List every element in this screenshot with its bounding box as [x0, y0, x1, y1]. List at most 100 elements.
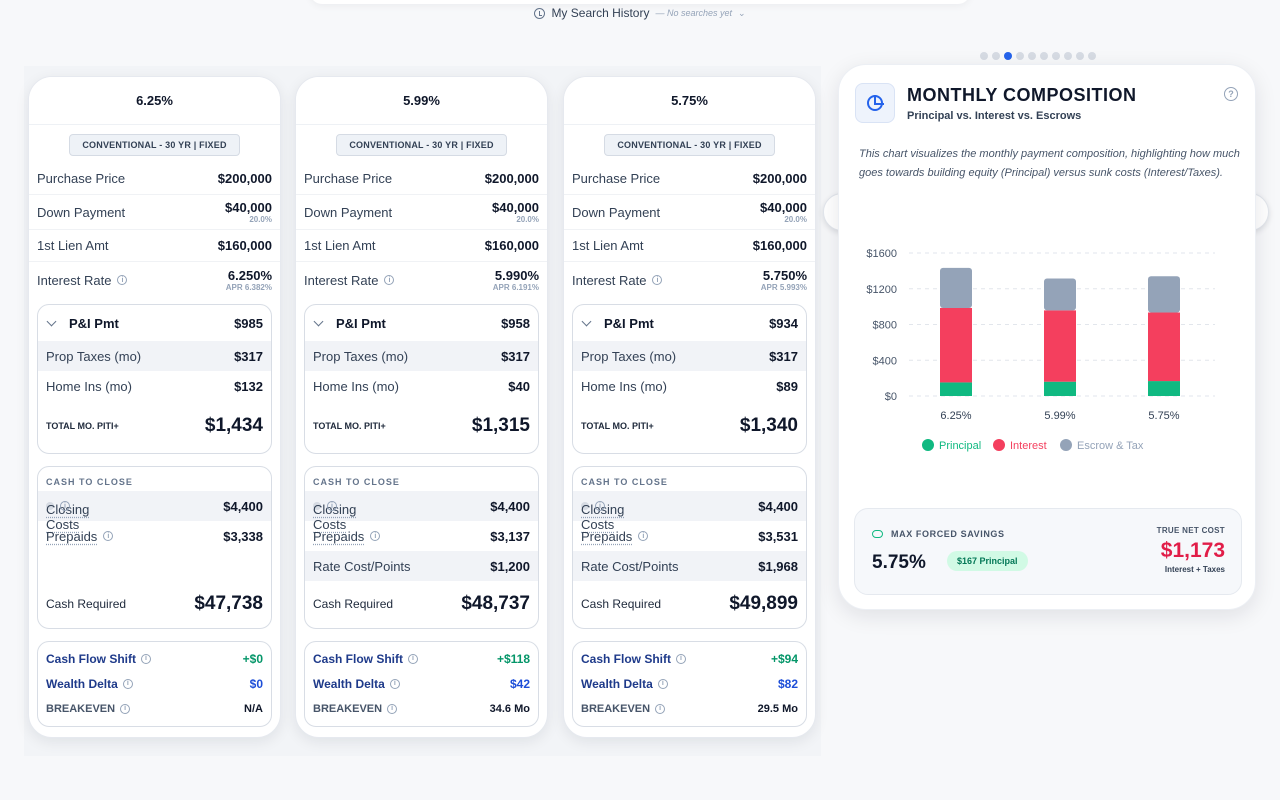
- info-icon[interactable]: i: [370, 531, 381, 541]
- total-piti-row: TOTAL MO. PITI+ $1,340: [573, 401, 806, 451]
- history-icon: [534, 7, 546, 19]
- pi-row[interactable]: P&I Pmt $958: [305, 305, 538, 341]
- info-icon[interactable]: i: [120, 703, 131, 714]
- cash-flow-shift-value: +$0: [242, 651, 263, 666]
- pi-value: $958: [501, 315, 530, 331]
- cash-flow-shift-row: Cash Flow Shift i +$0: [38, 646, 271, 671]
- lien-label: 1st Lien Amt: [37, 238, 109, 253]
- cash-required-value: $49,899: [729, 593, 798, 614]
- closing-costs-label[interactable]: Closing Costs: [581, 502, 625, 532]
- cash-to-close-title: CASH TO CLOSE: [313, 477, 400, 487]
- carousel-dot[interactable]: [1052, 52, 1060, 60]
- info-icon[interactable]: i: [655, 703, 666, 714]
- lien-value: $160,000: [484, 238, 539, 253]
- pi-row[interactable]: P&I Pmt $934: [573, 305, 806, 341]
- prepaids-label[interactable]: Prepaids: [313, 528, 365, 544]
- pi-row[interactable]: P&I Pmt $985: [38, 305, 271, 341]
- bar-segment-interest: [940, 307, 972, 383]
- prepaids-value: $3,531: [758, 528, 798, 544]
- carousel-dot[interactable]: [980, 52, 988, 60]
- info-icon[interactable]: i: [676, 653, 686, 664]
- info-icon[interactable]: i: [652, 275, 663, 285]
- home-ins-value: $89: [776, 378, 798, 394]
- card-rate-header[interactable]: 6.25%: [29, 77, 280, 125]
- legend-label: Interest: [1010, 440, 1047, 452]
- scenario-cards-scroller[interactable]: 6.25% CONVENTIONAL - 30 YR | FIXED Purch…: [24, 66, 821, 756]
- top-bar-pill: [310, 0, 970, 4]
- carousel-dot[interactable]: [1040, 52, 1048, 60]
- carousel-dot[interactable]: [1064, 52, 1072, 60]
- cash-required-row: Cash Required $49,899: [573, 581, 806, 627]
- search-history-toggle[interactable]: My Search History — No searches yet ⌄: [534, 6, 746, 20]
- closing-costs-label[interactable]: Closing Costs: [46, 502, 90, 532]
- y-tick-label: $800: [873, 320, 897, 332]
- card-rate-header[interactable]: 5.99%: [296, 77, 547, 125]
- wealth-delta-label: Wealth Delta: [313, 676, 385, 691]
- payment-box: P&I Pmt $985 Prop Taxes (mo) $317 Home I…: [37, 304, 272, 454]
- apr-value: APR 6.382%: [225, 283, 272, 292]
- info-icon[interactable]: i: [389, 678, 400, 689]
- chevron-down-icon: [46, 316, 57, 327]
- info-icon[interactable]: i: [141, 653, 151, 664]
- y-tick-label: $400: [873, 355, 897, 367]
- piggy-bank-icon: [872, 530, 883, 538]
- info-icon[interactable]: i: [60, 501, 70, 511]
- card-rate-header[interactable]: 5.75%: [564, 77, 815, 125]
- help-icon[interactable]: ?: [1224, 87, 1238, 101]
- pi-label: P&I Pmt: [604, 315, 654, 331]
- purchase-price-value: $200,000: [217, 171, 272, 186]
- interest-rate-value: 5.750%: [762, 268, 807, 283]
- info-icon[interactable]: i: [657, 678, 668, 689]
- interest-rate-label: Interest Rate: [37, 272, 112, 288]
- x-tick-label: 6.25%: [940, 410, 971, 422]
- interest-rate-row: Interest Rate i 5.990% APR 6.191%: [296, 262, 547, 298]
- info-icon[interactable]: i: [122, 678, 133, 689]
- wealth-delta-row: Wealth Delta i $42: [305, 671, 538, 696]
- down-payment-row: Down Payment $40,000 20.0%: [296, 195, 547, 230]
- wealth-delta-row: Wealth Delta i $0: [38, 671, 271, 696]
- info-icon[interactable]: i: [327, 501, 337, 511]
- carousel-dot[interactable]: [992, 52, 1000, 60]
- info-icon[interactable]: i: [103, 531, 114, 541]
- info-icon[interactable]: i: [408, 653, 418, 664]
- carousel-dot[interactable]: [1076, 52, 1084, 60]
- wealth-delta-row: Wealth Delta i $82: [573, 671, 806, 696]
- info-icon[interactable]: i: [595, 501, 605, 511]
- down-payment-label: Down Payment: [37, 204, 126, 220]
- prepaids-label[interactable]: Prepaids: [581, 528, 633, 544]
- carousel-dot[interactable]: [1004, 52, 1012, 60]
- info-icon[interactable]: i: [384, 275, 395, 285]
- info-icon[interactable]: i: [387, 703, 398, 714]
- home-ins-row: Home Ins (mo) $89: [573, 371, 806, 401]
- chevron-down-icon: [581, 316, 592, 327]
- cash-to-close-box: CASH TO CLOSE Closing Costs i $4,400 Prep…: [37, 466, 272, 629]
- prop-taxes-label: Prop Taxes (mo): [581, 348, 677, 364]
- pi-label: P&I Pmt: [69, 315, 119, 331]
- breakeven-label: BREAKEVEN: [313, 702, 383, 715]
- interest-rate-row: Interest Rate i 5.750% APR 5.993%: [564, 262, 815, 298]
- prepaids-label[interactable]: Prepaids: [46, 528, 98, 544]
- carousel-dots: [980, 52, 1096, 60]
- carousel-dot[interactable]: [1088, 52, 1096, 60]
- carousel-dot[interactable]: [1028, 52, 1036, 60]
- info-icon[interactable]: i: [117, 275, 128, 285]
- prepaids-value: $3,137: [490, 528, 530, 544]
- down-payment-pct: 20.0%: [784, 215, 807, 224]
- cash-required-label: Cash Required: [46, 597, 127, 611]
- breakeven-value: N/A: [244, 702, 263, 715]
- metrics-box: Cash Flow Shift i +$118 Wealth Delta i $42…: [304, 641, 539, 727]
- prepaids-value: $3,338: [223, 528, 263, 544]
- home-ins-row: Home Ins (mo) $40: [305, 371, 538, 401]
- bar-segment-escrow-tax: [1148, 276, 1180, 313]
- summary-box: MAX FORCED SAVINGS 5.75% $167 Principal …: [854, 508, 1242, 595]
- closing-costs-label[interactable]: Closing Costs: [313, 502, 357, 532]
- total-piti-value: $1,315: [471, 415, 530, 436]
- carousel-dot[interactable]: [1016, 52, 1024, 60]
- info-icon[interactable]: i: [638, 531, 649, 541]
- total-piti-label: TOTAL MO. PITI+: [46, 421, 119, 431]
- closing-costs-row: Closing Costs i $4,400: [38, 491, 271, 532]
- interest-rate-row: Interest Rate i 6.250% APR 6.382%: [29, 262, 280, 298]
- pi-label: P&I Pmt: [336, 315, 386, 331]
- principal-pill: $167 Principal: [947, 551, 1028, 571]
- purchase-price-value: $200,000: [752, 171, 807, 186]
